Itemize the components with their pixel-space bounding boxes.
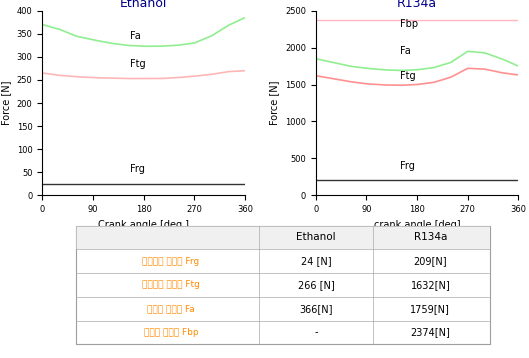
Text: Frg: Frg — [130, 164, 144, 174]
Text: 209[N]: 209[N] — [414, 256, 447, 266]
Text: 266 [N]: 266 [N] — [298, 280, 334, 290]
FancyBboxPatch shape — [76, 226, 490, 249]
Text: Frg: Frg — [400, 161, 415, 171]
Text: -: - — [314, 327, 318, 337]
Title: Ethanol: Ethanol — [120, 0, 167, 10]
Text: Ethanol: Ethanol — [296, 232, 336, 242]
Text: 24 [N]: 24 [N] — [301, 256, 331, 266]
Title: R134a: R134a — [397, 0, 437, 10]
Text: 축방향 가스력 Fa: 축방향 가스력 Fa — [147, 304, 195, 313]
Text: Fbp: Fbp — [400, 19, 418, 29]
Text: Ftg: Ftg — [130, 59, 145, 69]
X-axis label: Crank angle [deg.]: Crank angle [deg.] — [98, 219, 189, 229]
Text: 366[N]: 366[N] — [299, 304, 333, 314]
FancyBboxPatch shape — [76, 226, 490, 344]
Text: Fa: Fa — [400, 46, 411, 56]
Y-axis label: Force [N]: Force [N] — [270, 81, 279, 125]
Text: Ftg: Ftg — [400, 71, 416, 81]
Text: 반경방향 가스력 Frg: 반경방향 가스력 Frg — [142, 257, 199, 266]
Text: Fa: Fa — [130, 32, 140, 41]
Text: 1632[N]: 1632[N] — [411, 280, 450, 290]
Text: 1759[N]: 1759[N] — [411, 304, 450, 314]
Text: 2374[N]: 2374[N] — [411, 327, 450, 337]
Text: R134a: R134a — [414, 232, 447, 242]
Y-axis label: Force [N]: Force [N] — [1, 81, 11, 125]
Text: 축방향 배압력 Fbp: 축방향 배압력 Fbp — [143, 328, 198, 337]
Text: 접선방향 가스력 Ftg: 접선방향 가스력 Ftg — [142, 280, 200, 289]
X-axis label: crank angle [deg]: crank angle [deg] — [374, 219, 460, 229]
